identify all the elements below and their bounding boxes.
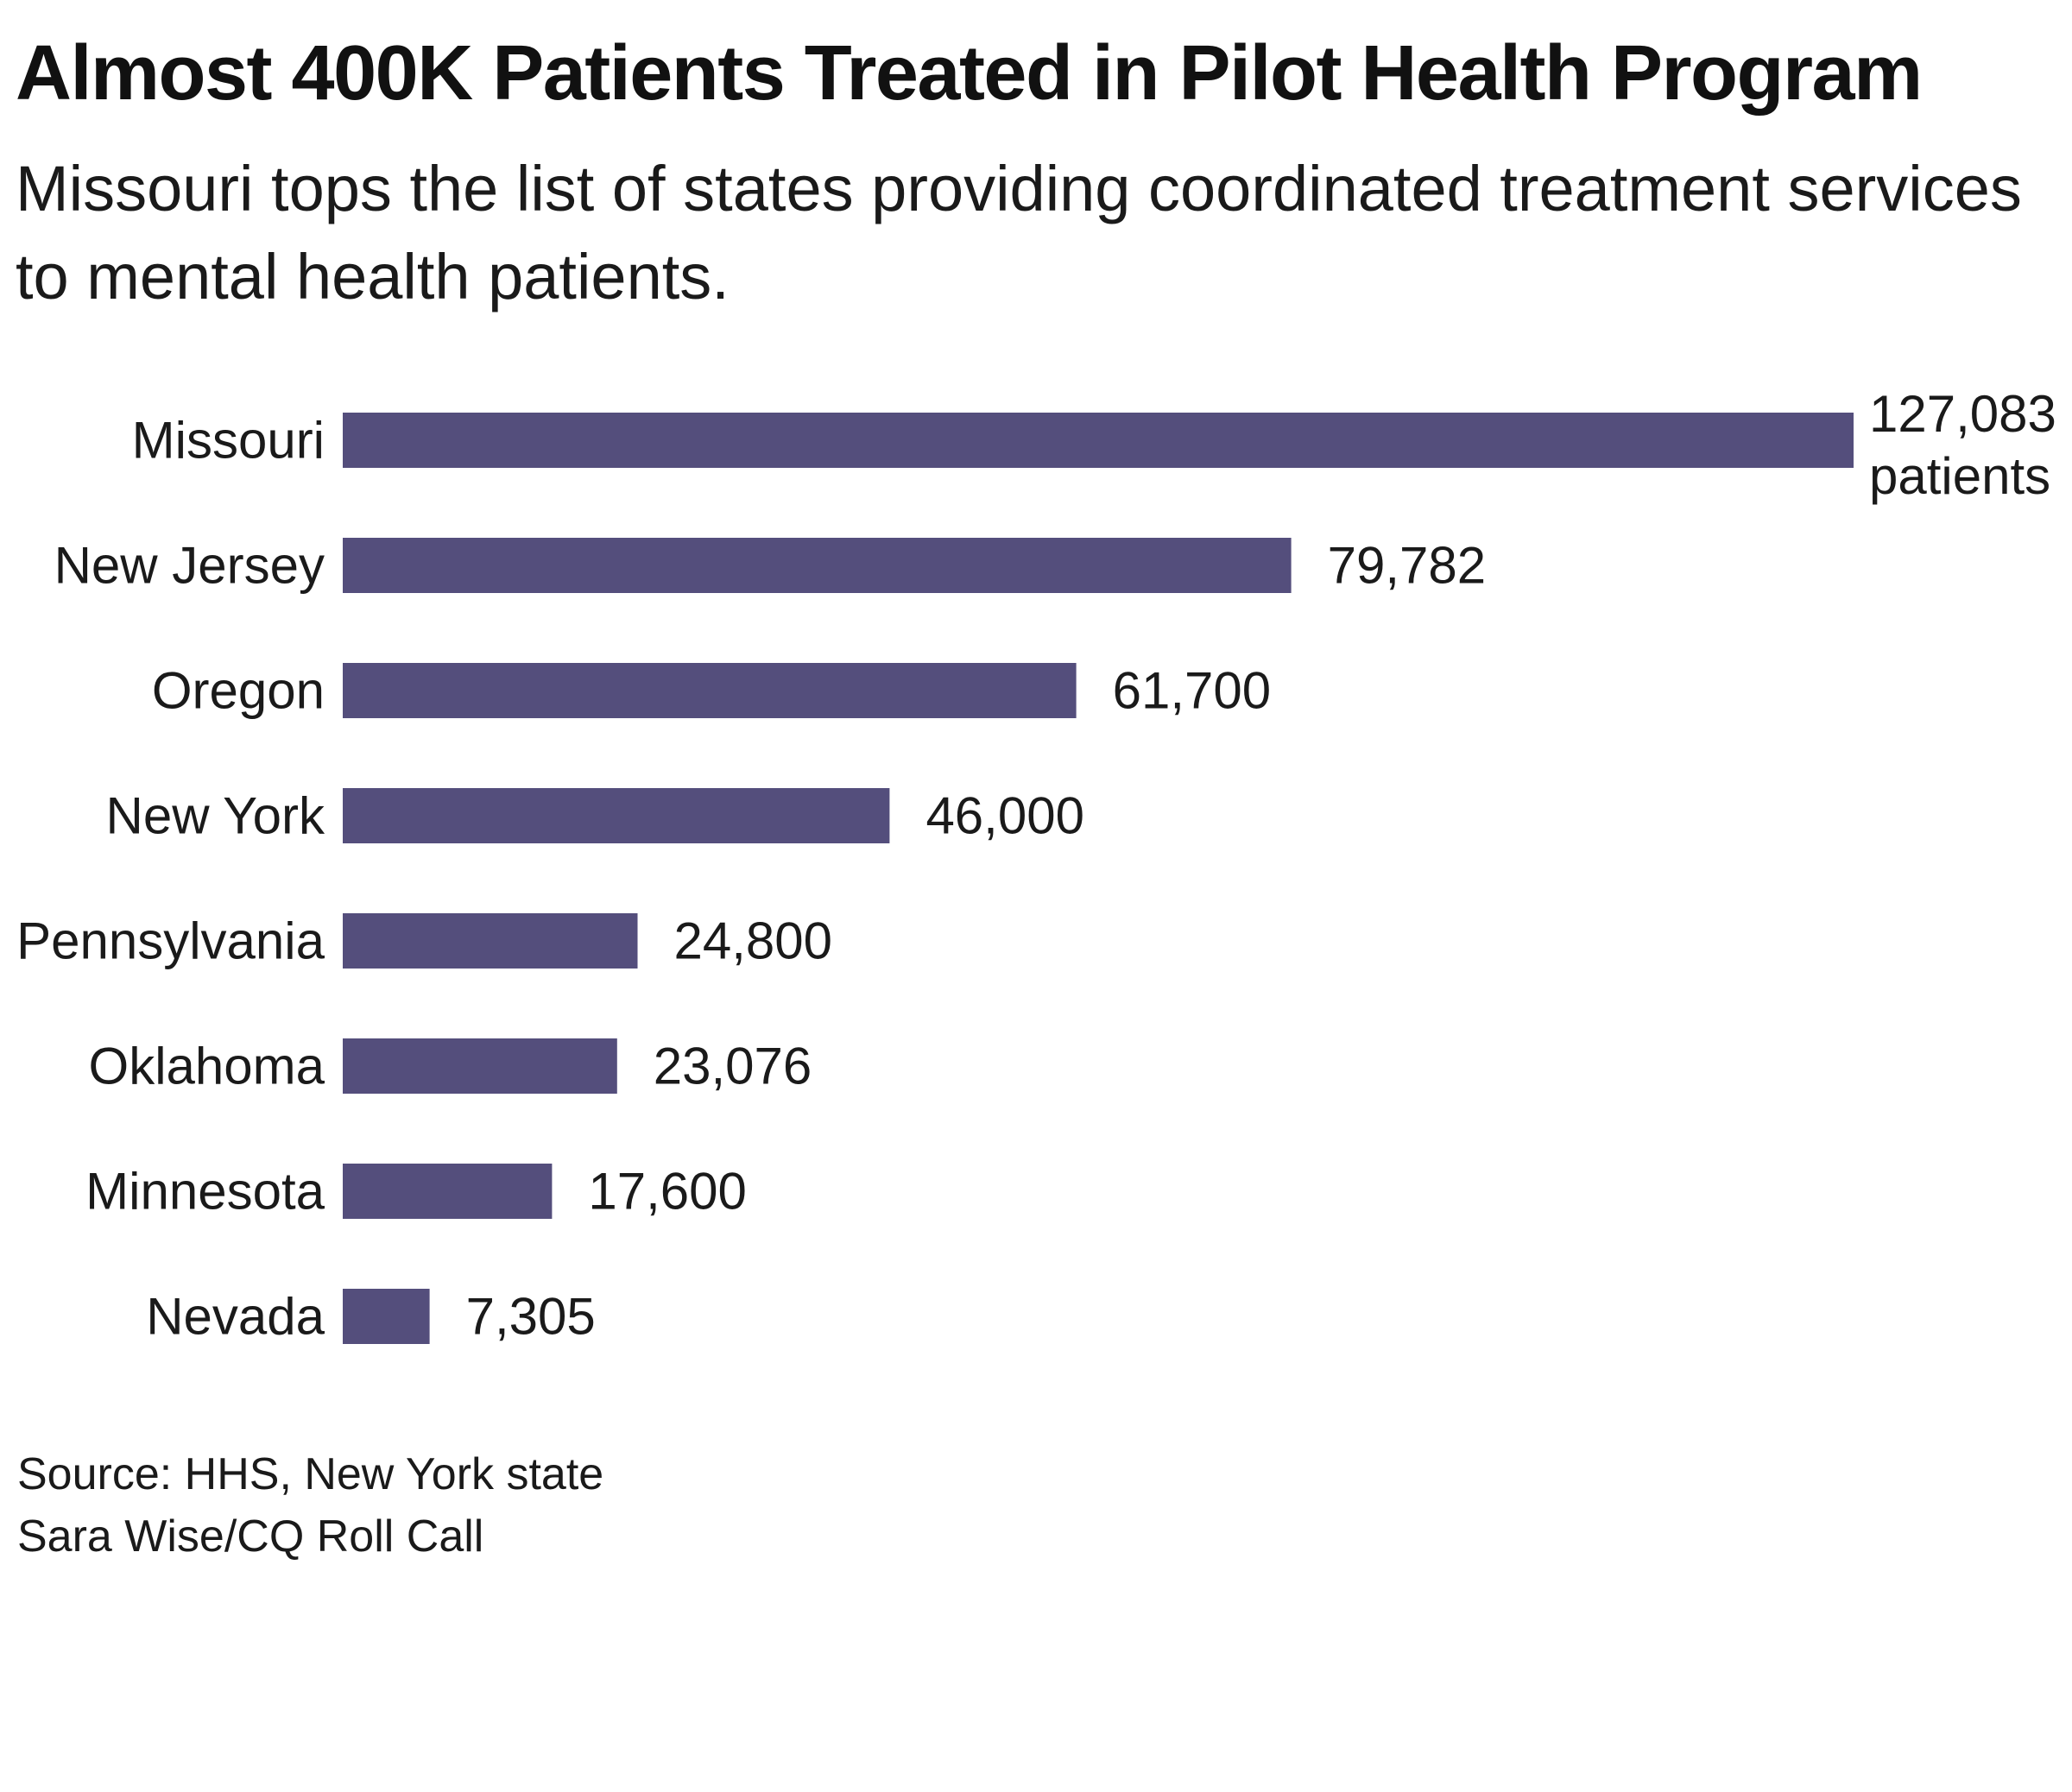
value-label-new-york: 46,000 xyxy=(925,787,1084,845)
bar-nevada xyxy=(343,1289,430,1344)
category-labels-group: Missouri New Jersey Oregon New York Pennsylv… xyxy=(16,412,325,1346)
bar-pennsylvania xyxy=(343,913,638,969)
bar-new-york xyxy=(343,788,890,843)
value-label-nevada: 7,305 xyxy=(466,1288,596,1346)
category-label-new-york: New York xyxy=(106,787,325,845)
bar-oklahoma xyxy=(343,1038,617,1094)
chart-title: Almost 400K Patients Treated in Pilot He… xyxy=(16,30,1923,117)
bar-chart: Missouri New Jersey Oregon New York Pennsylv… xyxy=(16,385,2056,1346)
value-label-unit: patients xyxy=(1869,447,2050,505)
credit-note: Sara Wise/CQ Roll Call xyxy=(17,1511,484,1562)
value-label-oklahoma: 23,076 xyxy=(654,1038,812,1095)
value-labels-group: 127,083 patients 79,782 61,700 46,000 24,800 2… xyxy=(466,385,2056,1346)
category-label-missouri: Missouri xyxy=(132,412,325,470)
bar-new-jersey xyxy=(343,538,1292,593)
source-note: Source: HHS, New York state xyxy=(17,1449,604,1499)
value-label-pennsylvania: 24,800 xyxy=(674,912,833,970)
value-label-missouri: 127,083 patients xyxy=(1869,385,2056,505)
chart-subtitle: Missouri tops the list of states providi… xyxy=(16,153,2022,312)
value-label-oregon: 61,700 xyxy=(1113,662,1272,720)
bars-group xyxy=(343,413,1854,1344)
value-label-minnesota: 17,600 xyxy=(588,1163,747,1221)
category-label-new-jersey: New Jersey xyxy=(54,537,325,595)
bar-missouri xyxy=(343,413,1854,468)
category-label-minnesota: Minnesota xyxy=(85,1163,325,1221)
category-label-nevada: Nevada xyxy=(146,1288,325,1346)
category-label-oregon: Oregon xyxy=(152,662,325,720)
category-label-pennsylvania: Pennsylvania xyxy=(16,912,325,970)
chart-footer: Source: HHS, New York state Sara Wise/CQ… xyxy=(17,1443,603,1568)
bar-oregon xyxy=(343,663,1077,718)
bar-minnesota xyxy=(343,1164,553,1219)
category-label-oklahoma: Oklahoma xyxy=(89,1038,325,1095)
value-label-new-jersey: 79,782 xyxy=(1328,537,1487,595)
